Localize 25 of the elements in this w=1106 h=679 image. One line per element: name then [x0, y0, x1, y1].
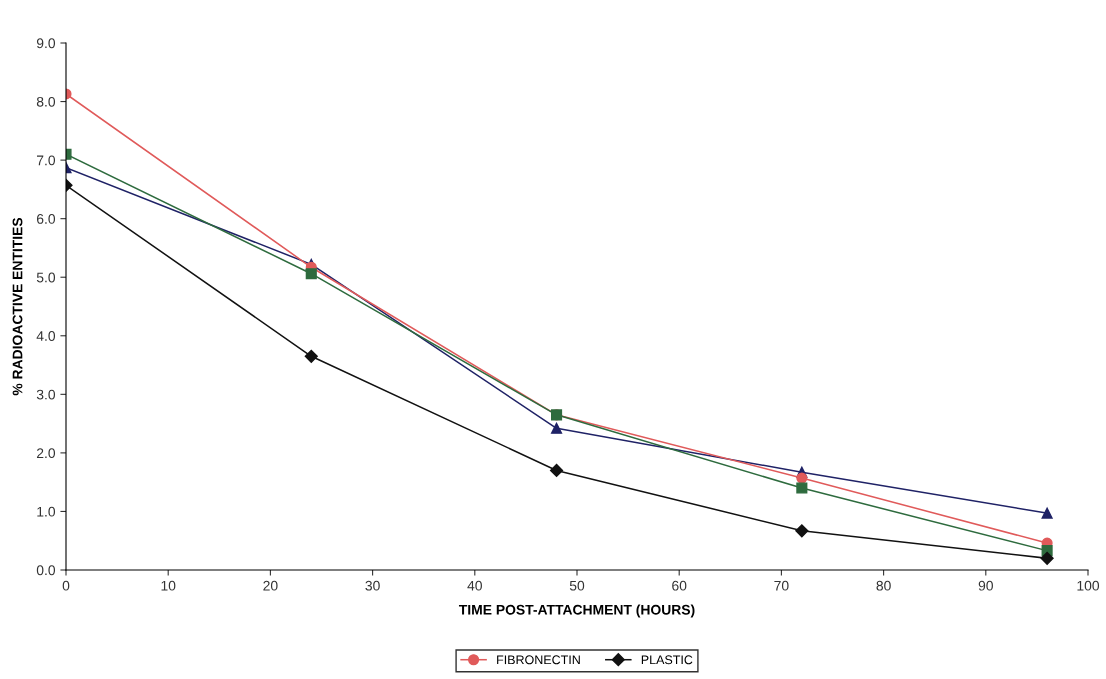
- x-tick-label: 50: [569, 580, 585, 591]
- y-tick-label: 4.0: [36, 331, 56, 341]
- y-tick-label: 7.0: [36, 155, 56, 166]
- y-tick-label: 9.0: [36, 38, 56, 49]
- x-tick-label: 10: [161, 580, 176, 591]
- x-tick-label: 80: [876, 580, 891, 591]
- y-tick-label: 8.0: [36, 96, 56, 107]
- y-tick-label: 0.0: [36, 565, 56, 576]
- legend-label: PLASTIC: [641, 655, 693, 665]
- y-tick-label: 6.0: [36, 214, 56, 224]
- y-tick-label: 2.0: [36, 448, 56, 459]
- x-axis-title: TIME POST-ATTACHMENT (HOURS): [458, 604, 695, 618]
- legend-label: FIBRONECTIN: [497, 655, 580, 665]
- y-axis-title: % RADIOACTIVE ENTITIES: [12, 217, 23, 396]
- x-tick-label: 0: [62, 580, 70, 591]
- x-tick-label: 90: [978, 580, 993, 591]
- x-tick-label: 70: [774, 580, 789, 591]
- x-tick-label: 30: [365, 580, 380, 591]
- y-tick-label: 3.0: [36, 389, 56, 400]
- x-tick-label: 60: [672, 580, 687, 591]
- x-tick-label: 100: [1077, 580, 1100, 591]
- x-tick-label: 40: [467, 580, 482, 591]
- x-tick-label: 20: [263, 580, 278, 591]
- y-tick-label: 1.0: [37, 506, 56, 517]
- y-tick-label: 5.0: [36, 272, 56, 283]
